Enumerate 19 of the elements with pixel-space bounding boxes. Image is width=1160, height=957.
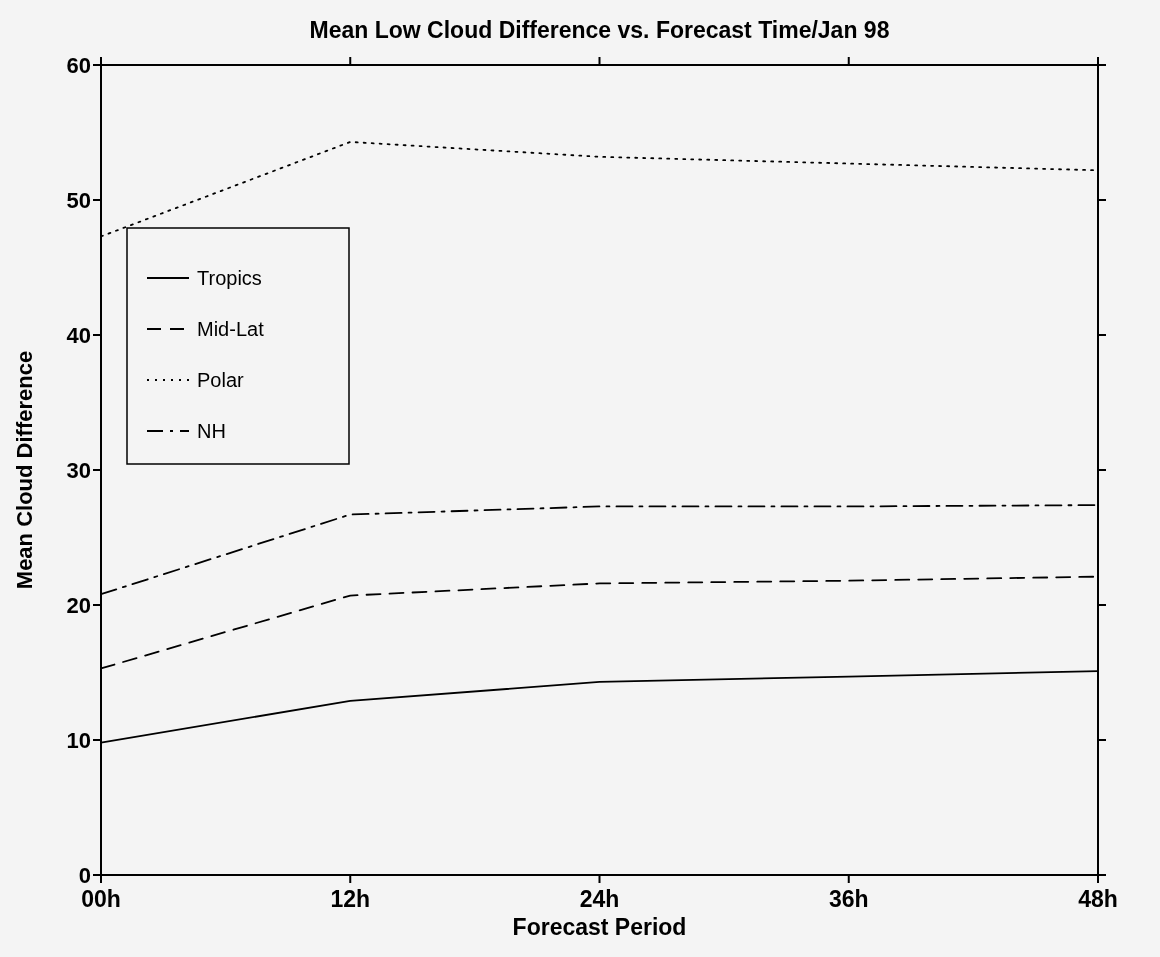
x-tick-label: 12h (330, 886, 371, 912)
y-tick-label: 0 (78, 862, 91, 888)
legend-label: NH (197, 420, 226, 442)
x-tick-label: 36h (828, 886, 869, 912)
x-tick-label: 48h (1078, 886, 1118, 912)
legend-label: Mid-Lat (197, 318, 265, 340)
x-tick-label: 00h (81, 886, 121, 912)
y-axis-title: Mean Cloud Difference (12, 350, 37, 590)
x-tick-label: 24h (579, 886, 620, 912)
legend-label: Tropics (197, 267, 262, 289)
y-tick-label: 20 (66, 592, 91, 618)
x-axis-title: Forecast Period (512, 914, 687, 940)
y-tick-label: 50 (66, 187, 91, 213)
chart-title: Mean Low Cloud Difference vs. Forecast Time/Jan 98 (309, 17, 890, 43)
y-tick-label: 30 (66, 457, 91, 483)
legend-label: Polar (197, 369, 245, 391)
y-tick-label: 60 (66, 52, 91, 78)
y-tick-label: 10 (66, 727, 91, 753)
y-tick-label: 40 (66, 322, 91, 348)
